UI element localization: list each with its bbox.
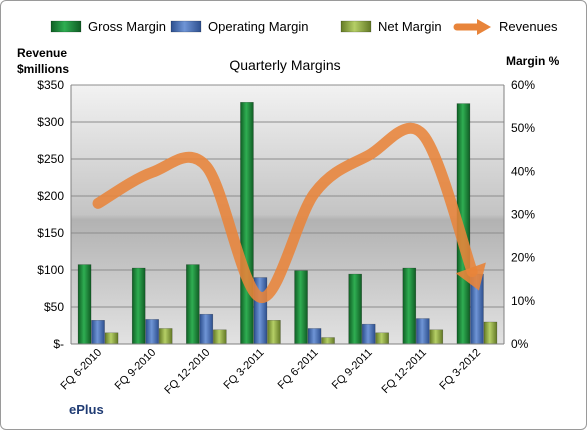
bar-net-margin bbox=[158, 328, 173, 345]
y-left-tick-label: $350 bbox=[37, 78, 64, 92]
legend-label: Revenues bbox=[499, 19, 558, 34]
legend: Gross Margin Operating Margin Net Margin Re… bbox=[50, 19, 558, 35]
bar-gross-margin bbox=[402, 267, 417, 345]
x-tick-label: FQ 3-2011 bbox=[221, 347, 266, 392]
bar-gross-margin bbox=[131, 267, 146, 345]
bar-gross-margin bbox=[294, 270, 308, 345]
y-right-tick-label: 60% bbox=[511, 78, 535, 92]
x-tick-label: FQ 9-2011 bbox=[330, 347, 375, 392]
bar-gross-margin bbox=[186, 264, 200, 345]
y-left-label-line-1: Revenue bbox=[17, 46, 67, 60]
y-left-tick-label: $150 bbox=[37, 226, 64, 240]
y-right-tick-label: 10% bbox=[511, 294, 535, 308]
y-right-tick-label: 0% bbox=[511, 337, 529, 351]
chart-title: Quarterly Margins bbox=[229, 57, 340, 73]
bar-gross-margin bbox=[240, 102, 254, 345]
bar-net-margin bbox=[483, 321, 498, 345]
legend-label: Gross Margin bbox=[88, 19, 166, 34]
bar-net-margin bbox=[267, 320, 281, 345]
x-tick-label: FQ 9-2010 bbox=[113, 347, 159, 393]
legend-arrow-revenues bbox=[477, 19, 491, 35]
y-left-tick-label: $- bbox=[53, 337, 64, 351]
bar-operating-margin bbox=[416, 318, 430, 345]
revenue-line bbox=[92, 122, 486, 303]
revenue-arrowhead bbox=[455, 262, 486, 291]
bar-net-margin bbox=[104, 332, 119, 345]
revenue-series-line bbox=[92, 122, 478, 303]
x-tick-label: FQ 12-2011 bbox=[380, 347, 429, 396]
y-left-label-line-2: $millions bbox=[17, 62, 69, 76]
y-right-tick-label: 30% bbox=[511, 208, 535, 222]
bar-operating-margin bbox=[91, 320, 105, 345]
brand-label: ePlus bbox=[69, 402, 104, 417]
legend-swatch-gross-margin bbox=[50, 20, 82, 33]
y-right-tick-label: 40% bbox=[511, 164, 535, 178]
y-left-tick-label: $300 bbox=[37, 115, 64, 129]
bar-net-margin bbox=[375, 332, 389, 345]
legend-label: Operating Margin bbox=[208, 19, 308, 34]
x-tick-label: FQ 6-2011 bbox=[276, 347, 321, 392]
y-left-tick-label: $250 bbox=[37, 152, 64, 166]
x-tick-label: FQ 12-2010 bbox=[162, 347, 212, 397]
bar-gross-margin bbox=[77, 264, 92, 345]
x-tick-label: FQ 6-2010 bbox=[59, 347, 105, 393]
y-left-tick-label: $200 bbox=[37, 189, 64, 203]
x-tick-label: FQ 3-2012 bbox=[437, 347, 483, 393]
bar-gross-margin bbox=[348, 273, 362, 345]
bar-operating-margin bbox=[361, 323, 376, 345]
y-left-tick-label: $100 bbox=[37, 263, 64, 277]
y-right-tick-label: 20% bbox=[511, 251, 535, 265]
bar-net-margin bbox=[213, 329, 227, 345]
y-right-tick-label: 50% bbox=[511, 121, 535, 135]
bar-operating-margin bbox=[199, 313, 214, 345]
y-right-label: Margin % bbox=[506, 54, 560, 68]
bar-net-margin bbox=[321, 337, 335, 345]
bar-operating-margin bbox=[307, 328, 322, 345]
legend-swatch-operating-margin bbox=[170, 20, 202, 33]
legend-swatch-net-margin bbox=[340, 20, 372, 33]
legend-label: Net Margin bbox=[378, 19, 442, 34]
y-left-tick-label: $50 bbox=[44, 300, 64, 314]
bar-operating-margin bbox=[145, 319, 159, 345]
bar-net-margin bbox=[429, 329, 444, 345]
